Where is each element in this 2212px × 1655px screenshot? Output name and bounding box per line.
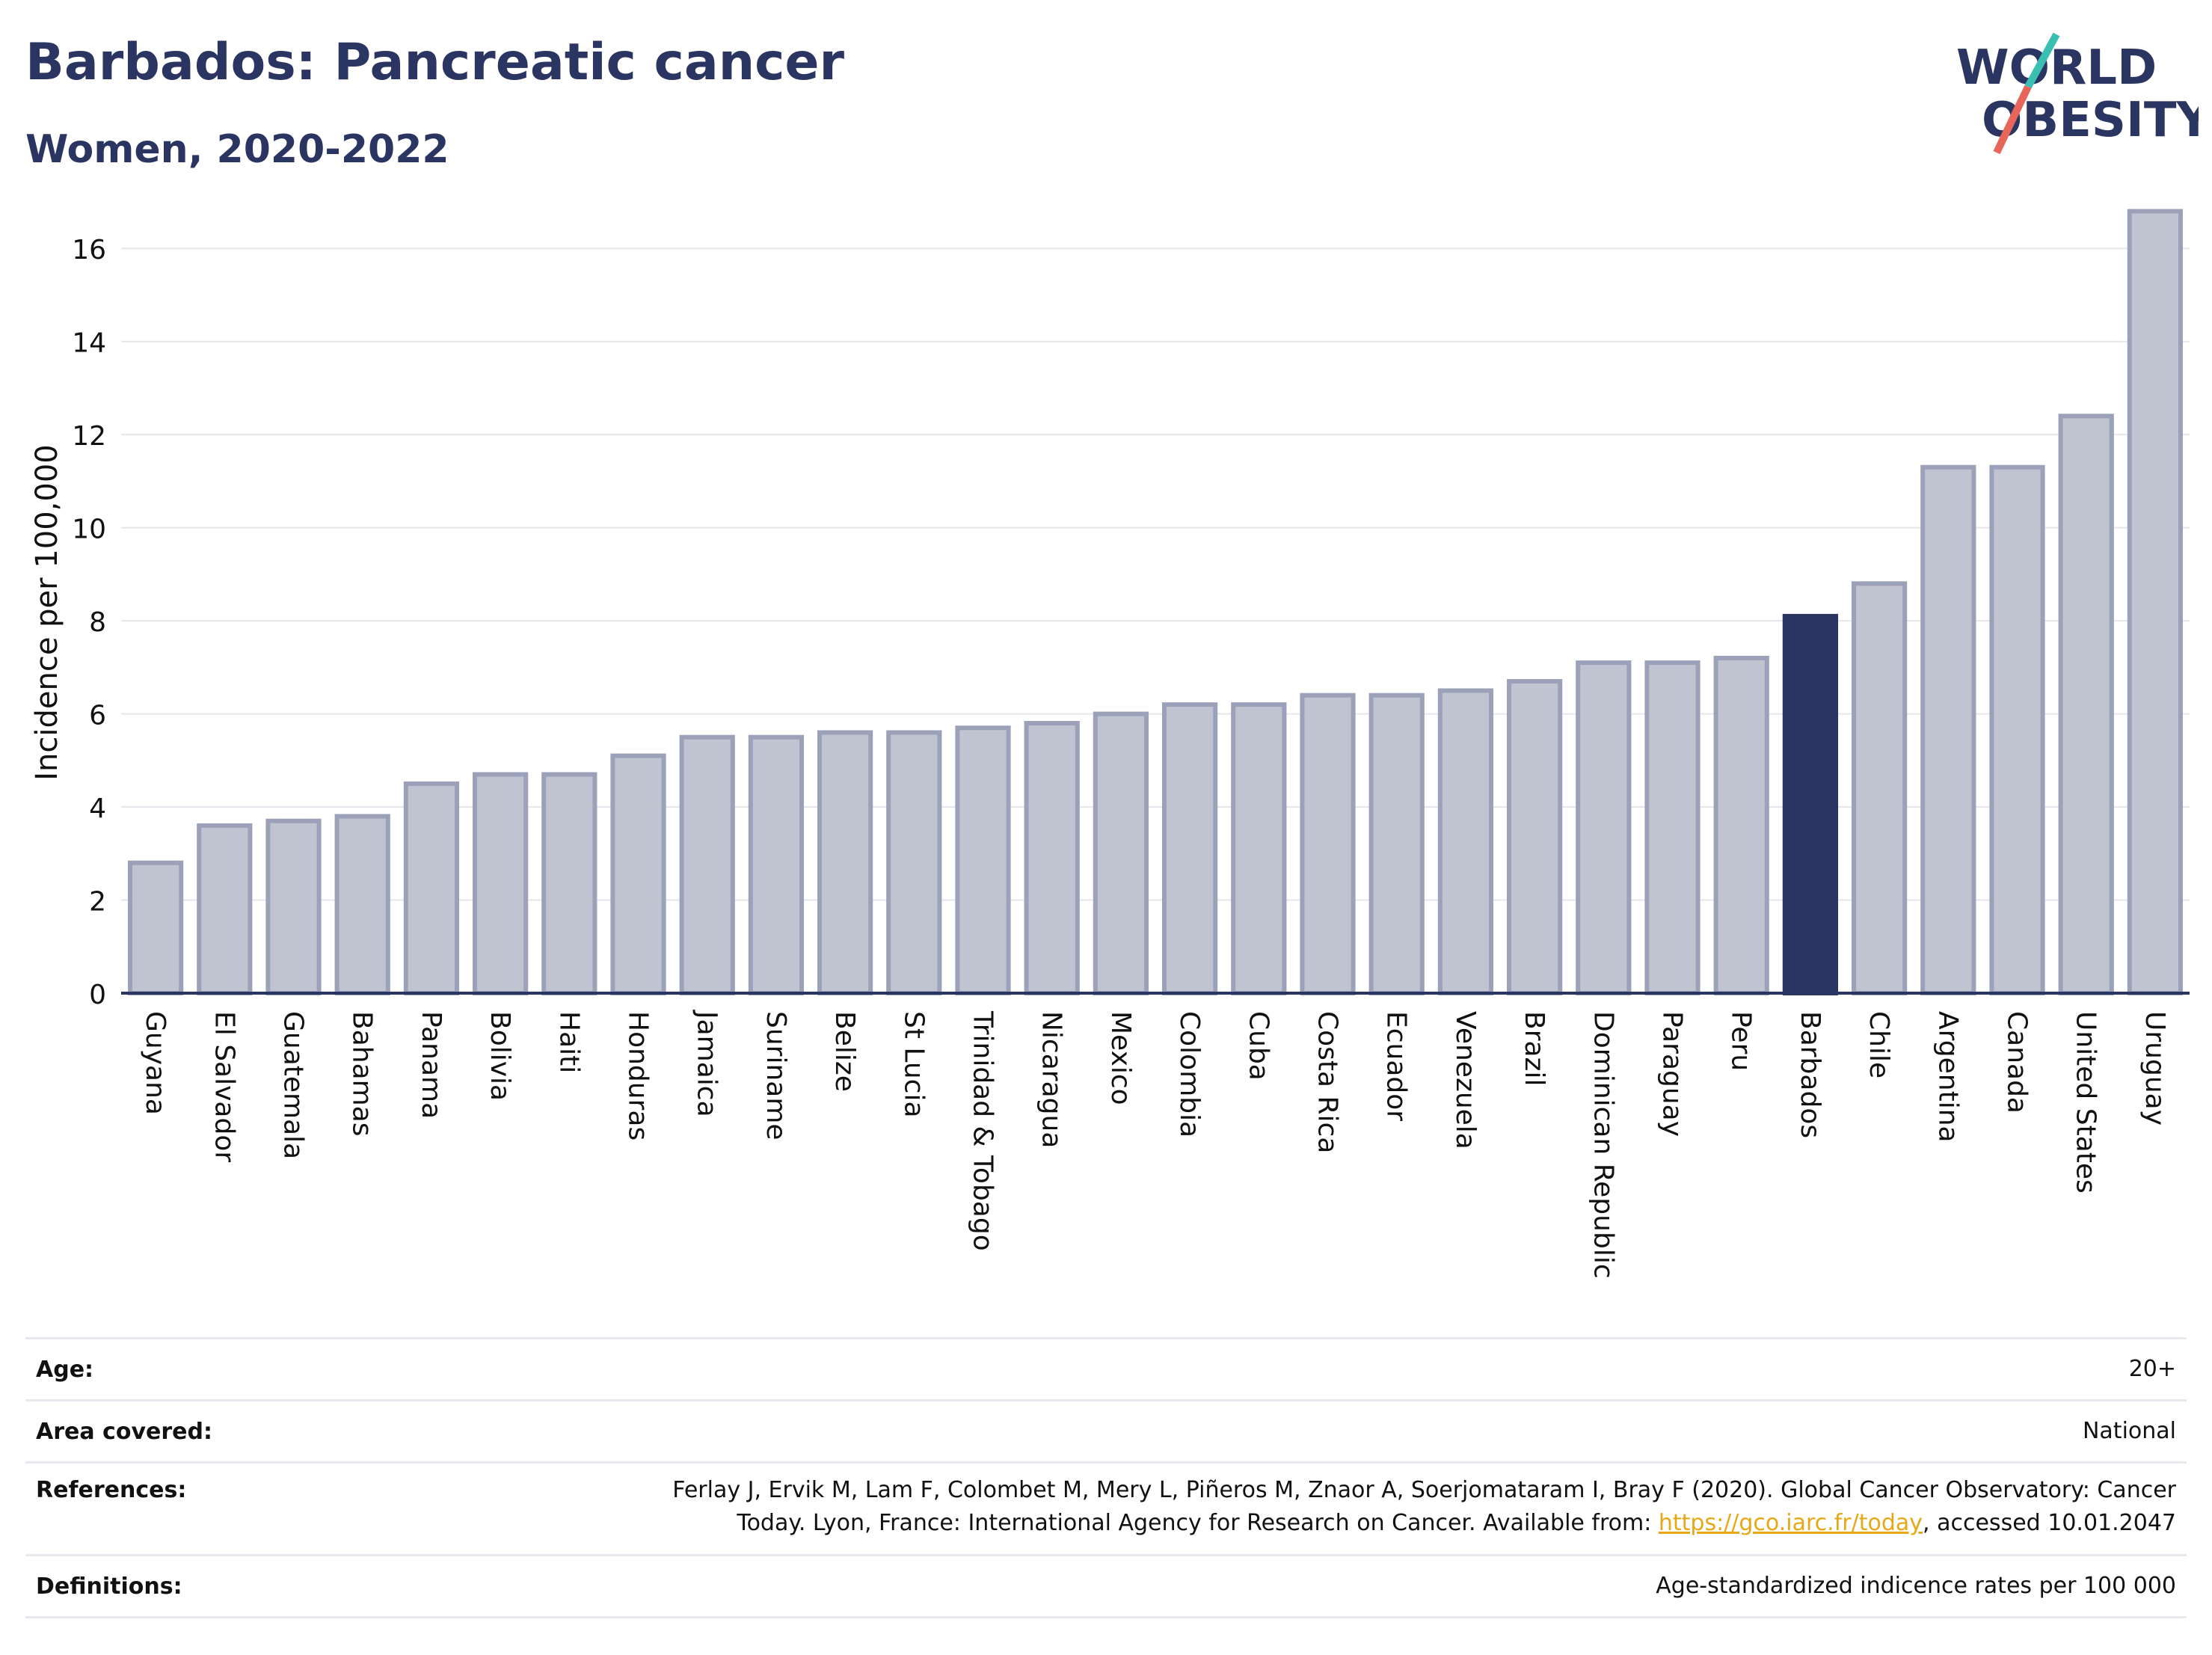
references-line1: Ferlay J, Ervik M, Lam F, Colombet M, Me…: [672, 1477, 2176, 1503]
bar-guyana: [127, 860, 184, 996]
x-tick-label: Ecuador: [1381, 1011, 1412, 1121]
bar-jamaica: [679, 734, 735, 995]
logo-line1: WORLD: [1956, 40, 2157, 96]
x-tick-label: Suriname: [761, 1011, 791, 1140]
bar-chart: 0 2 4 6 8 10 12 14 16 Guyana El Salvador Guatemala…: [30, 209, 2190, 1279]
y-tick-label: 14: [72, 328, 106, 359]
y-tick-label: 16: [72, 235, 106, 265]
x-tick-label: Belize: [829, 1011, 860, 1092]
references-value: Ferlay J, Ervik M, Lam F, Colombet M, Me…: [672, 1474, 2187, 1540]
x-tick-label: Bolivia: [485, 1011, 515, 1101]
x-tick-label: St Lucia: [898, 1011, 929, 1118]
bar-bahamas: [334, 814, 390, 995]
references-line2-pre: Today. Lyon, France: International Agenc…: [737, 1510, 1659, 1536]
bars: [127, 209, 2184, 996]
bar-st-lucia: [886, 730, 942, 995]
y-tick-label: 12: [72, 421, 106, 452]
bar-uruguay: [2127, 209, 2184, 996]
bar-paraguay: [1644, 660, 1701, 995]
x-tick-label: Trinidad & Tobago: [968, 1010, 998, 1251]
references-line2-post: , accessed 10.01.2047: [1923, 1510, 2176, 1536]
x-tick-label: El Salvador: [209, 1011, 239, 1162]
x-tick-label: Mexico: [1105, 1011, 1136, 1105]
meta-row-age: Age: 20+: [25, 1337, 2187, 1399]
x-tick-label: Bahamas: [347, 1011, 378, 1137]
bar-venezuela: [1437, 688, 1494, 995]
bar-guatemala: [265, 818, 322, 995]
x-tick-label: Nicaragua: [1036, 1011, 1067, 1148]
y-tick-label: 0: [89, 980, 106, 1010]
logo-slash-teal-icon: [2024, 32, 2060, 89]
bar-el-salvador: [197, 823, 253, 995]
y-tick-label: 10: [72, 515, 106, 545]
meta-row-area: Area covered: National: [25, 1399, 2187, 1461]
bar-dominican-republic: [1576, 660, 1632, 995]
y-tick-label: 4: [89, 793, 106, 824]
bar-peru: [1713, 655, 1769, 995]
bar-brazil: [1506, 679, 1563, 996]
x-tick-label: Haiti: [553, 1011, 584, 1073]
area-value: National: [2082, 1418, 2176, 1444]
x-tick-label: Guatemala: [278, 1011, 309, 1159]
bar-suriname: [748, 734, 805, 995]
bar-panama: [403, 781, 460, 995]
meta-row-references: References: Ferlay J, Ervik M, Lam F, Co…: [25, 1461, 2187, 1554]
x-tick-label: Honduras: [623, 1011, 654, 1140]
definitions-label: Definitions:: [36, 1573, 182, 1600]
x-tick-label: Dominican Republic: [1588, 1011, 1618, 1279]
bar-united-states: [2058, 414, 2114, 995]
x-tick-label: Peru: [1726, 1011, 1757, 1071]
x-tick-label: Argentina: [1932, 1011, 1963, 1143]
bar-argentina: [1920, 464, 1976, 995]
x-tick-label: Jamaica: [692, 1010, 722, 1117]
x-tick-label: Venezuela: [1450, 1011, 1481, 1149]
x-tick-label: Guyana: [140, 1011, 170, 1115]
age-value: 20+: [2128, 1356, 2176, 1382]
bar-mexico: [1093, 711, 1149, 996]
x-tick-label: Paraguay: [1657, 1011, 1688, 1137]
x-tick-label: Brazil: [1519, 1011, 1549, 1086]
metadata-table: Age: 20+ Area covered: National Referenc…: [25, 1337, 2187, 1618]
x-tick-label: Panama: [416, 1011, 446, 1119]
x-tick-label: Chile: [1864, 1011, 1894, 1078]
x-tick-label: Barbados: [1795, 1011, 1825, 1138]
x-tick-label: United States: [2071, 1011, 2101, 1194]
bar-chile: [1851, 581, 1908, 995]
y-axis-ticks: 0 2 4 6 8 10 12 14 16: [72, 235, 106, 1010]
x-axis-ticks: Guyana El Salvador Guatemala Bahamas Panama B…: [140, 1010, 2170, 1279]
bar-colombia: [1161, 702, 1218, 995]
x-tick-label: Cuba: [1243, 1011, 1274, 1081]
area-label: Area covered:: [36, 1418, 212, 1445]
meta-row-definitions: Definitions: Age-standardized indicence …: [25, 1554, 2187, 1618]
y-axis-label: Incidence per 100,000: [30, 444, 64, 781]
bar-ecuador: [1368, 693, 1425, 995]
world-obesity-logo: WORLD OBESITY: [1956, 32, 2199, 155]
logo-slash-red-icon: [1993, 85, 2032, 155]
bar-costa-rica: [1300, 693, 1356, 995]
age-label: Age:: [36, 1356, 94, 1383]
bar-bolivia: [472, 772, 529, 996]
y-tick-label: 8: [89, 607, 106, 638]
bar-canada: [1989, 464, 2045, 995]
y-tick-label: 2: [89, 887, 106, 918]
bar-belize: [817, 730, 873, 995]
bar-honduras: [610, 753, 666, 995]
references-label: References:: [36, 1477, 187, 1503]
page-title: Barbados: Pancreatic cancer: [25, 33, 845, 92]
page-subtitle: Women, 2020-2022: [25, 127, 449, 172]
bar-trinidad-tobago: [955, 725, 1011, 996]
bar-haiti: [541, 772, 597, 996]
definitions-value: Age-standardized indicence rates per 100…: [1656, 1573, 2176, 1599]
references-link[interactable]: https://gco.iarc.fr/today: [1658, 1510, 1923, 1536]
bar-barbados: [1782, 613, 1839, 995]
x-tick-label: Costa Rica: [1312, 1011, 1343, 1153]
x-tick-label: Canada: [2002, 1011, 2033, 1114]
x-tick-label: Uruguay: [2139, 1011, 2170, 1126]
x-tick-label: Colombia: [1174, 1011, 1205, 1137]
y-tick-label: 6: [89, 701, 106, 731]
bar-cuba: [1231, 702, 1287, 995]
bar-nicaragua: [1024, 721, 1080, 995]
